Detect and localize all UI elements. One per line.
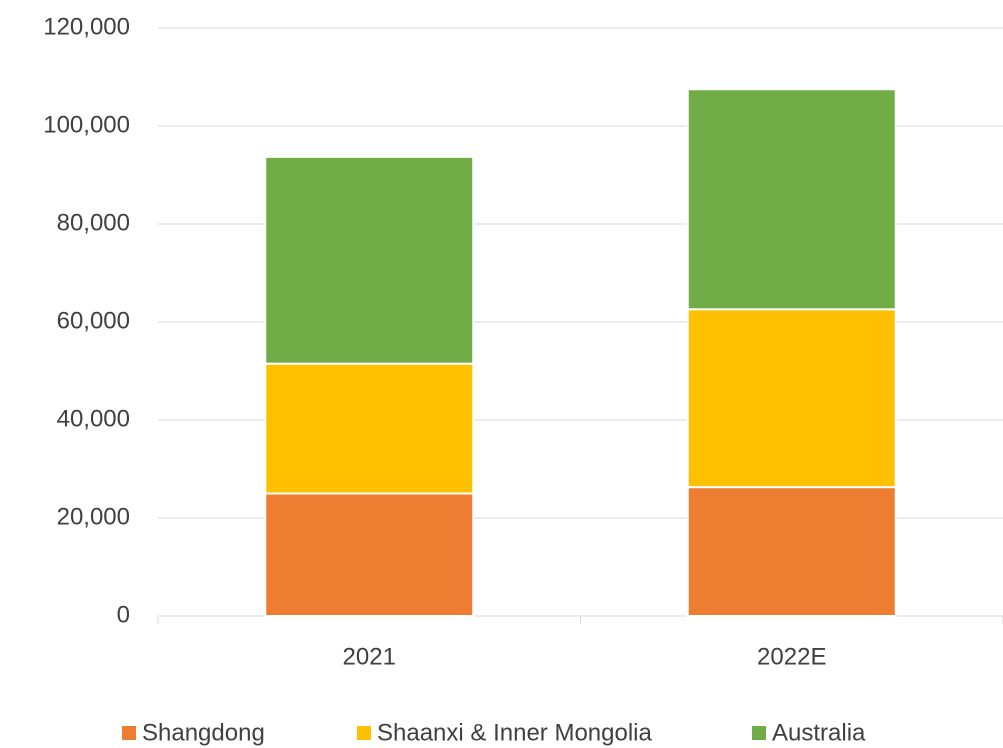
x-tick-label: 2022E	[757, 643, 826, 670]
legend-swatch	[122, 726, 136, 740]
y-tick-label: 80,000	[57, 209, 130, 236]
y-tick-label: 60,000	[57, 307, 130, 334]
y-tick-label: 20,000	[57, 503, 130, 530]
legend-label: Shaanxi & Inner Mongolia	[377, 719, 652, 746]
x-tick-label: 2021	[343, 643, 396, 670]
y-tick-label: 40,000	[57, 405, 130, 432]
bar-segment	[686, 308, 897, 489]
legend-swatch	[752, 726, 766, 740]
y-tick-label: 0	[117, 601, 130, 628]
bar-segment	[264, 155, 475, 365]
y-tick-label: 100,000	[43, 111, 130, 138]
bar-segment	[686, 486, 897, 617]
y-tick-label: 120,000	[43, 13, 130, 40]
bar-segment	[264, 362, 475, 495]
legend-label: Australia	[772, 719, 866, 746]
legend-label: Shangdong	[142, 719, 265, 746]
bar-segment	[264, 492, 475, 617]
bar-segment	[686, 88, 897, 311]
legend-swatch	[357, 726, 371, 740]
